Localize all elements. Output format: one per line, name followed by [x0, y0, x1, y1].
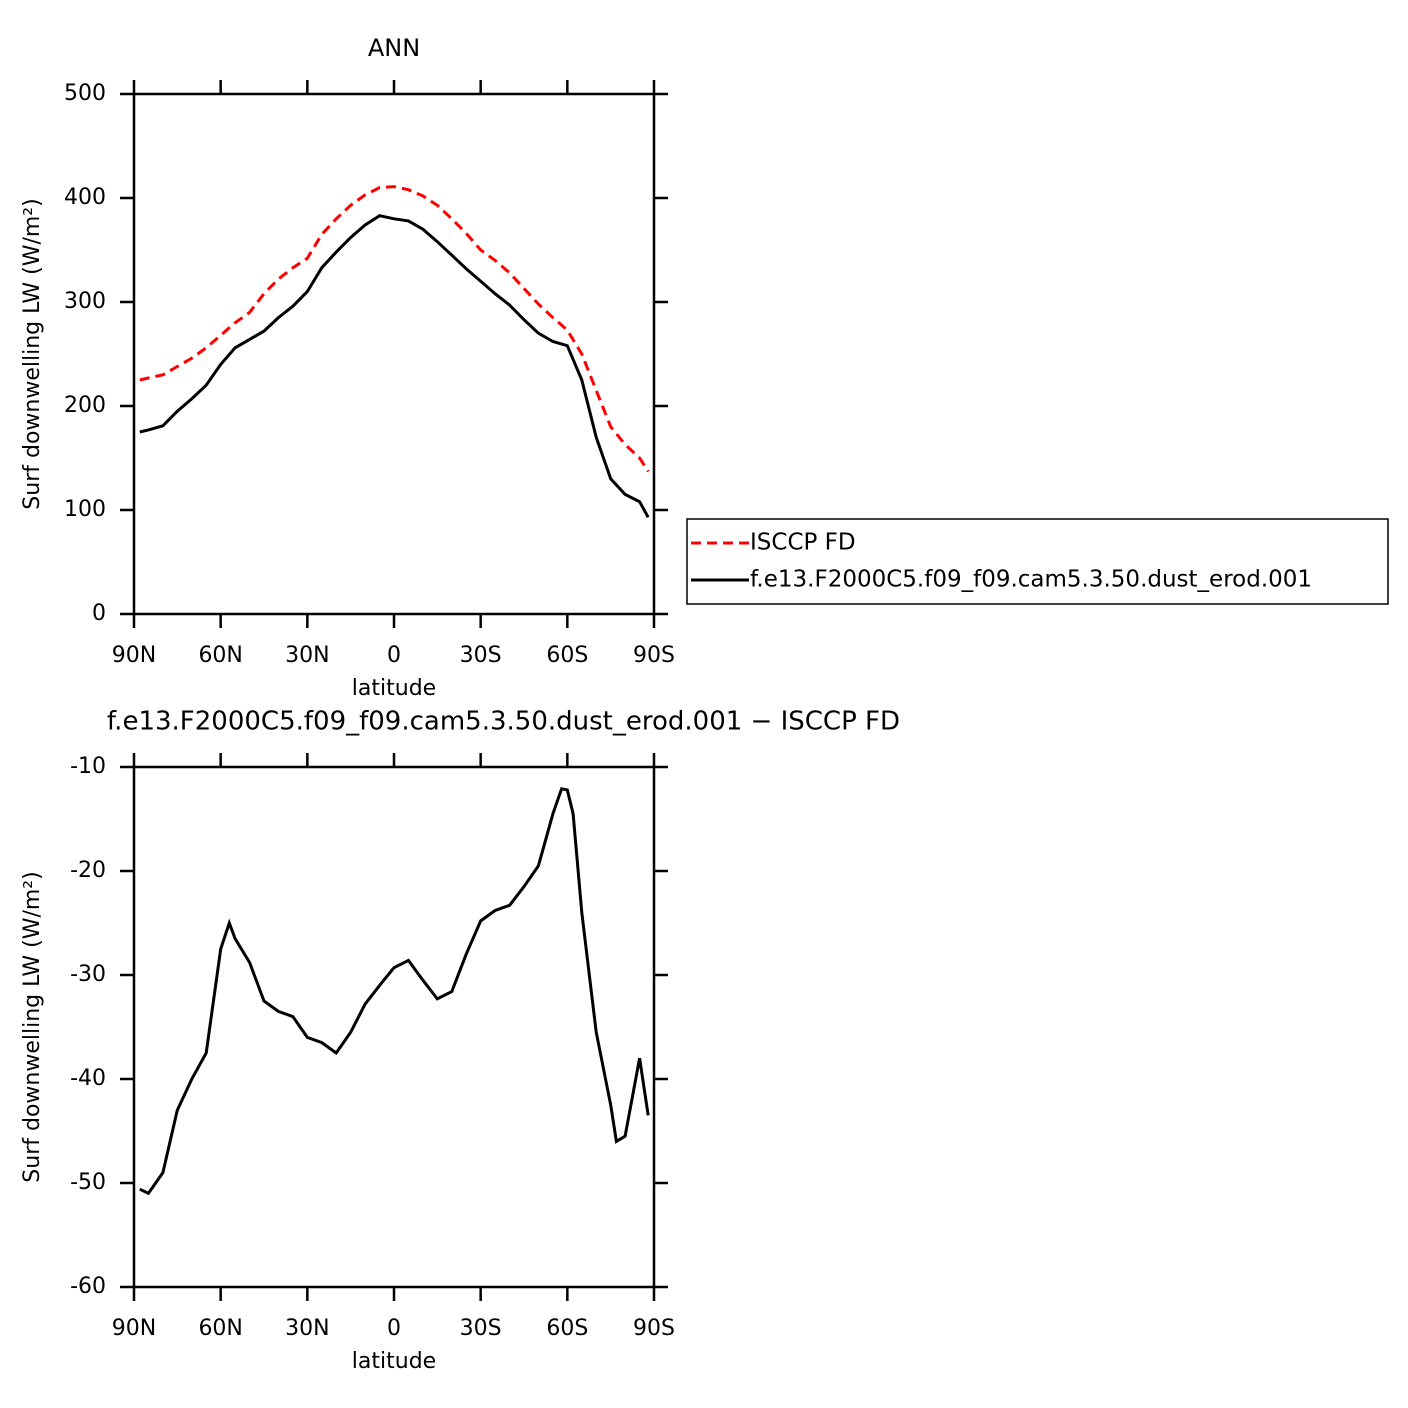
x-tick-label: 30S [460, 1316, 502, 1341]
legend-label: ISCCP FD [750, 530, 856, 556]
y-tick-label: -60 [70, 1274, 106, 1299]
x-tick-label: 90S [633, 1316, 675, 1341]
y-axis-label: Surf downwelling LW (W/m²) [20, 871, 45, 1182]
chart-title: ANN [368, 34, 420, 62]
x-axis-label: latitude [352, 1349, 436, 1374]
chart-title: f.e13.F2000C5.f09_f09.cam5.3.50.dust_ero… [107, 707, 900, 737]
y-axis-label: Surf downwelling LW (W/m²) [20, 198, 45, 509]
y-tick-label: 400 [64, 185, 106, 210]
y-tick-label: 200 [64, 393, 106, 418]
x-axis-label: latitude [352, 676, 436, 701]
x-tick-label: 30N [285, 643, 329, 668]
y-tick-label: 500 [64, 81, 106, 106]
y-tick-label: -10 [70, 754, 106, 779]
data-line [139, 214, 650, 519]
y-tick-label: -20 [70, 858, 106, 883]
plot-frame [132, 92, 656, 616]
data-line [139, 185, 650, 473]
x-tick-label: 90N [112, 643, 156, 668]
y-tick-label: -30 [70, 962, 106, 987]
x-tick-label: 0 [387, 643, 401, 668]
x-tick-label: 60S [546, 643, 588, 668]
x-tick-label: 90N [112, 1316, 156, 1341]
y-tick-label: -50 [70, 1170, 106, 1195]
x-tick-label: 60S [546, 1316, 588, 1341]
x-tick-label: 60N [198, 643, 242, 668]
legend-label: f.e13.F2000C5.f09_f09.cam5.3.50.dust_ero… [750, 567, 1312, 593]
data-line [139, 787, 650, 1196]
x-tick-label: 60N [198, 1316, 242, 1341]
x-tick-label: 30S [460, 643, 502, 668]
y-tick-label: 0 [92, 601, 106, 626]
y-tick-label: 300 [64, 289, 106, 314]
y-tick-label: -40 [70, 1066, 106, 1091]
x-tick-label: 30N [285, 1316, 329, 1341]
y-tick-label: 100 [64, 497, 106, 522]
x-tick-label: 0 [387, 1316, 401, 1341]
legend-box [686, 518, 1389, 605]
x-tick-label: 90S [633, 643, 675, 668]
